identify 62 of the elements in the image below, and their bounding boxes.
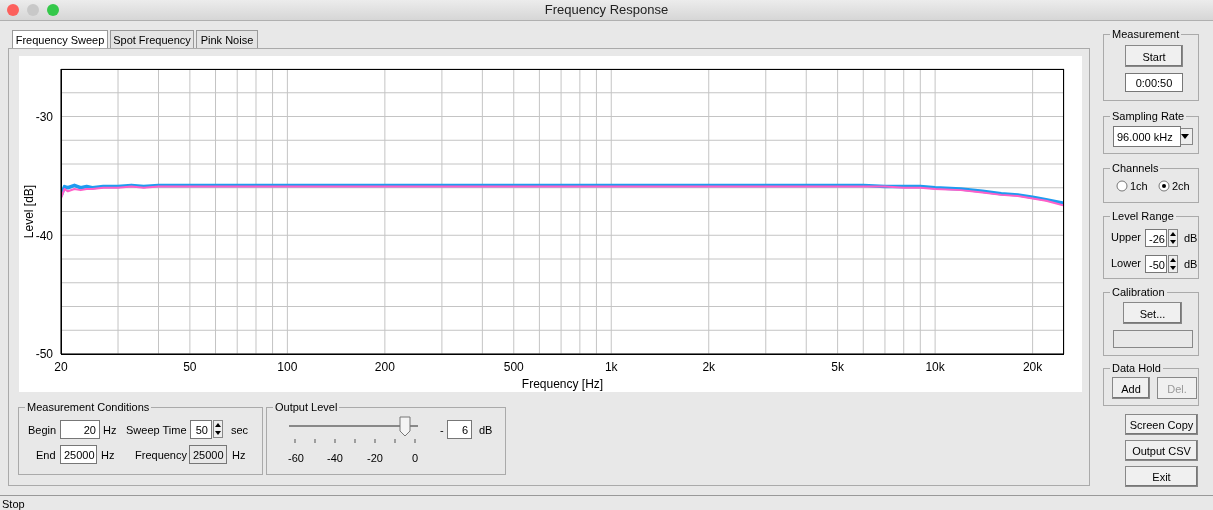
text: Channels bbox=[1110, 161, 1161, 175]
text: Data Hold bbox=[1110, 361, 1163, 375]
text: Stop bbox=[2, 498, 26, 510]
x-tick-label: 1k bbox=[604, 359, 619, 374]
x-axis-title: Frequency [Hz] bbox=[521, 377, 604, 391]
x-tick-label: 5k bbox=[831, 359, 845, 374]
text: 6 bbox=[447, 420, 472, 439]
x-tick-label: 100 bbox=[277, 359, 298, 374]
text: Measurement bbox=[1110, 27, 1182, 41]
y-tick-label: -30 bbox=[35, 109, 54, 124]
text: Output CSV bbox=[1125, 440, 1198, 461]
text: 25000 bbox=[60, 445, 97, 464]
text: Upper bbox=[1111, 230, 1142, 244]
text: sec bbox=[231, 423, 250, 437]
text: 96.000 kHz bbox=[1113, 126, 1181, 147]
y-tick-label: -40 bbox=[35, 228, 54, 243]
text: Hz bbox=[103, 423, 118, 437]
text: Set... bbox=[1123, 302, 1182, 324]
x-tick-label: 20 bbox=[54, 359, 68, 374]
text: -26 bbox=[1145, 229, 1167, 247]
x-tick-label: 2k bbox=[702, 359, 717, 374]
text: Hz bbox=[101, 448, 116, 462]
text: dB bbox=[479, 423, 494, 437]
text: Lower bbox=[1111, 256, 1142, 270]
text: -40 bbox=[326, 451, 344, 465]
text: -20 bbox=[366, 451, 384, 465]
text: 0 bbox=[410, 451, 420, 465]
text: Level Range bbox=[1110, 209, 1176, 223]
text: Output Level bbox=[273, 400, 340, 414]
x-tick-label: 50 bbox=[183, 359, 197, 374]
text: -60 bbox=[287, 451, 305, 465]
text: dB bbox=[1184, 231, 1199, 245]
text: Start bbox=[1125, 45, 1183, 67]
text: End bbox=[36, 448, 57, 462]
text: dB bbox=[1184, 257, 1199, 271]
text: Calibration bbox=[1110, 285, 1167, 299]
text: Del. bbox=[1157, 377, 1197, 399]
text: Sampling Rate bbox=[1110, 109, 1187, 123]
text: Spot Frequency bbox=[110, 30, 194, 48]
x-tick-label: 10k bbox=[925, 359, 946, 374]
y-tick-label: -50 bbox=[35, 347, 54, 362]
text: Frequency bbox=[134, 448, 187, 462]
text: 25000 bbox=[189, 445, 227, 464]
text: Begin bbox=[28, 423, 58, 437]
text: Measurement Conditions bbox=[25, 400, 152, 414]
text: 50 bbox=[190, 420, 212, 439]
text: Sweep Time bbox=[126, 423, 188, 437]
text: - bbox=[440, 423, 445, 437]
text: 1ch bbox=[1130, 179, 1149, 193]
x-tick-label: 20k bbox=[1022, 359, 1044, 374]
text: Add bbox=[1112, 377, 1150, 399]
x-tick-label: 500 bbox=[503, 359, 525, 374]
text: 0:00:50 bbox=[1125, 73, 1183, 92]
y-axis-title: Level [dB] bbox=[22, 184, 36, 239]
text: Exit bbox=[1125, 466, 1198, 487]
text: Screen Copy bbox=[1125, 414, 1198, 435]
text: Hz bbox=[232, 448, 247, 462]
x-tick-label: 200 bbox=[374, 359, 396, 374]
text: Pink Noise bbox=[196, 30, 258, 48]
text: 2ch bbox=[1172, 179, 1191, 193]
text: -50 bbox=[1145, 255, 1167, 273]
text: 20 bbox=[60, 420, 100, 439]
